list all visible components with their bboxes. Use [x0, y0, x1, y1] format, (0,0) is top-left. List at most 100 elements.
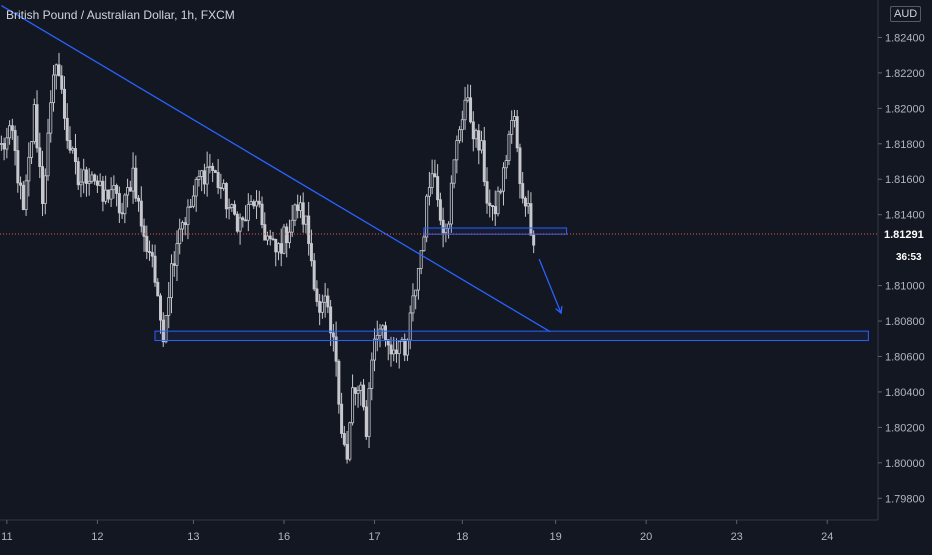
candle	[95, 175, 99, 193]
candle	[120, 202, 124, 219]
candle-body	[329, 306, 333, 334]
candle-body	[43, 175, 47, 204]
candle-body	[499, 190, 503, 193]
x-tick-label: 24	[821, 531, 833, 543]
candle-body	[493, 206, 497, 215]
candle-body	[87, 180, 91, 184]
candle-body	[397, 340, 401, 354]
candle	[362, 379, 366, 411]
candle	[222, 179, 226, 191]
candle	[126, 178, 130, 208]
candle	[408, 305, 412, 350]
candle	[76, 157, 80, 190]
candle-body	[10, 125, 14, 131]
candle-body	[156, 281, 160, 297]
candle-body	[71, 148, 75, 151]
candle	[526, 190, 530, 214]
candle	[414, 289, 418, 310]
candle-body	[271, 238, 275, 241]
trendline[interactable]	[1, 4, 551, 333]
candle	[326, 288, 330, 314]
y-tick-label: 1.82400	[885, 32, 925, 44]
candle-body	[183, 222, 187, 226]
symbol-title[interactable]: British Pound / Australian Dollar, 1h, F…	[6, 8, 235, 22]
candle	[460, 110, 464, 143]
candle	[383, 321, 387, 347]
candle-body	[90, 174, 94, 182]
candle-body	[526, 203, 530, 207]
candle	[24, 174, 28, 216]
candle	[298, 195, 302, 219]
candle-body	[477, 130, 481, 151]
x-tick-label: 17	[368, 531, 380, 543]
x-tick-label: 13	[187, 531, 199, 543]
candle-body	[287, 231, 291, 244]
candle	[282, 223, 286, 255]
lower-zone[interactable]	[154, 330, 869, 342]
candle	[5, 127, 9, 159]
candle-body	[148, 251, 152, 253]
candle	[159, 293, 163, 334]
candle	[425, 194, 429, 243]
candle	[106, 189, 110, 204]
candles-group	[0, 52, 536, 464]
candle	[469, 84, 473, 124]
candle-body	[249, 201, 253, 205]
candle-body	[241, 217, 245, 221]
upper-zone[interactable]	[423, 227, 568, 235]
candle-body	[200, 170, 204, 177]
candle-body	[304, 215, 308, 225]
candle	[329, 300, 333, 347]
candle-body	[356, 390, 360, 394]
candle	[340, 392, 344, 439]
candle	[156, 278, 160, 297]
candle-body	[224, 183, 228, 210]
candle-body	[337, 360, 341, 405]
candle-body	[507, 133, 511, 161]
candle	[191, 185, 195, 209]
candle-body	[532, 234, 536, 246]
candle	[287, 219, 291, 249]
candle-body	[117, 193, 121, 214]
candle	[364, 400, 368, 440]
candle-body	[414, 289, 418, 297]
candle-body	[73, 148, 77, 163]
candle	[342, 426, 346, 447]
candle	[491, 205, 495, 221]
candle	[219, 173, 223, 199]
candle-body	[427, 187, 431, 197]
candle	[504, 154, 508, 180]
candle	[43, 168, 47, 215]
candle	[323, 282, 327, 318]
candle-body	[471, 121, 475, 140]
candle-body	[389, 344, 393, 355]
candle-body	[290, 219, 294, 233]
candle	[276, 242, 280, 261]
arrow-shaft[interactable]	[538, 258, 562, 314]
arrow-head[interactable]	[555, 306, 563, 315]
y-tick-label: 1.80400	[885, 387, 925, 399]
y-tick-label: 1.80200	[885, 422, 925, 434]
candle-body	[359, 384, 363, 391]
candle-body	[318, 301, 322, 313]
candle	[71, 146, 75, 154]
candle-body	[353, 387, 357, 394]
candle	[145, 225, 149, 260]
candle-body	[175, 243, 179, 266]
x-tick-label: 19	[549, 531, 561, 543]
y-tick-label: 1.80800	[885, 316, 925, 328]
candle-body	[169, 263, 173, 299]
candle	[285, 223, 289, 258]
candle-body	[21, 184, 25, 210]
candle	[466, 84, 470, 103]
currency-badge[interactable]: AUD	[890, 6, 922, 22]
candle	[351, 374, 355, 426]
candle-body	[405, 339, 409, 356]
candle-body	[510, 120, 514, 135]
candle-body	[252, 201, 256, 207]
candle-body	[60, 75, 64, 90]
candle	[197, 169, 201, 187]
candle	[422, 231, 426, 252]
